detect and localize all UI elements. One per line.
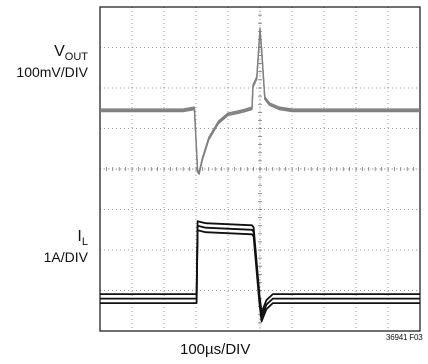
il-channel-label: IL 1A/DIV	[0, 228, 88, 266]
il-trace	[100, 229, 420, 323]
il-label-main: I	[77, 228, 82, 245]
figure-id: 36941 F03	[386, 333, 423, 342]
vout-scale-label: 100mV/DIV	[16, 64, 88, 81]
graticule-grid	[100, 7, 420, 331]
il-scale-label: 1A/DIV	[43, 249, 88, 266]
il-label-sub: L	[81, 236, 88, 249]
vout-channel-label: VOUT 100mV/DIV	[0, 43, 88, 81]
vout-trace	[100, 29, 420, 175]
x-axis-label: 100µs/DIV	[180, 341, 251, 358]
plot-frame	[99, 6, 421, 332]
traces	[100, 27, 420, 323]
vout-label-main: V	[54, 43, 65, 60]
vout-label-sub: OUT	[64, 51, 88, 64]
